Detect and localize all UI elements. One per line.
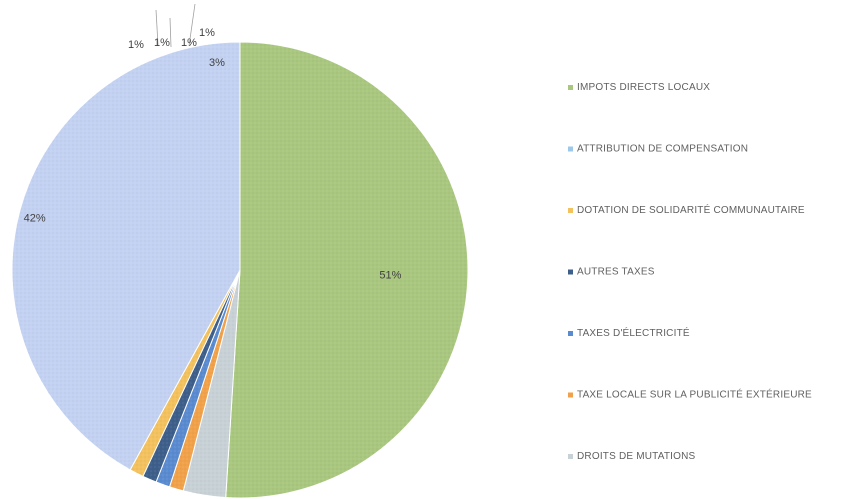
leader-lines (155, 3, 196, 48)
legend-label-droits-de-mutations: DROITS DE MUTATIONS (577, 451, 696, 462)
slice-label-taxes-d-electricite: 1% (181, 37, 197, 49)
pie-slice-texture (12, 42, 241, 470)
slice-label-droits-de-mutations: 3% (209, 57, 225, 69)
legend-swatch-impots-directs-locaux (568, 85, 573, 90)
slice-label-dotation-de-solidarite-communautaire: 1% (128, 39, 144, 51)
pie-slice-texture (130, 270, 240, 477)
legend-label-attribution-de-compensation: ATTRIBUTION DE COMPENSATION (577, 144, 748, 155)
legend-swatch-taxes-d-electricite (568, 331, 573, 336)
pie-slices (11, 41, 469, 499)
legend-swatch-dotation-de-solidarite-communautaire (568, 208, 573, 213)
pie-slice-texture (225, 41, 469, 499)
legend-swatch-autres-taxes (568, 269, 573, 275)
legend-swatch-taxe-locale-sur-la-publicite-exterieure (568, 392, 573, 398)
slice-label-attribution-de-compensation: 42% (24, 212, 46, 224)
slice-label-taxe-locale-sur-la-publicite-exterieure: 1% (199, 27, 215, 39)
pie-slice-texture (142, 270, 240, 482)
slice-label-autres-taxes: 1% (154, 37, 170, 49)
legend: IMPOTS DIRECTS LOCAUX ATTRIBUTION DE COMP… (568, 82, 812, 462)
legend-label-impots-directs-locaux: IMPOTS DIRECTS LOCAUX (577, 82, 710, 93)
legend-label-taxes-d-electricite: TAXES D'ÉLECTRICITÉ (577, 326, 690, 339)
legend-label-taxe-locale-sur-la-publicite-exterieure: TAXE LOCALE SUR LA PUBLICITÉ EXTÉRIEURE (577, 388, 812, 401)
slice-labels: 51%3%1%1%1%1%42% (24, 27, 402, 282)
legend-swatch-attribution-de-compensation (568, 146, 573, 152)
slice-label-impots-directs-locaux: 51% (379, 270, 401, 282)
legend-label-dotation-de-solidarite-communautaire: DOTATION DE SOLIDARITÉ COMMUNAUTAIRE (577, 203, 805, 216)
leader-line (155, 9, 159, 46)
legend-swatch-droits-de-mutations (568, 454, 573, 459)
legend-label-autres-taxes: AUTRES TAXES (577, 267, 655, 278)
leader-line (169, 17, 172, 48)
leader-line (188, 3, 196, 47)
